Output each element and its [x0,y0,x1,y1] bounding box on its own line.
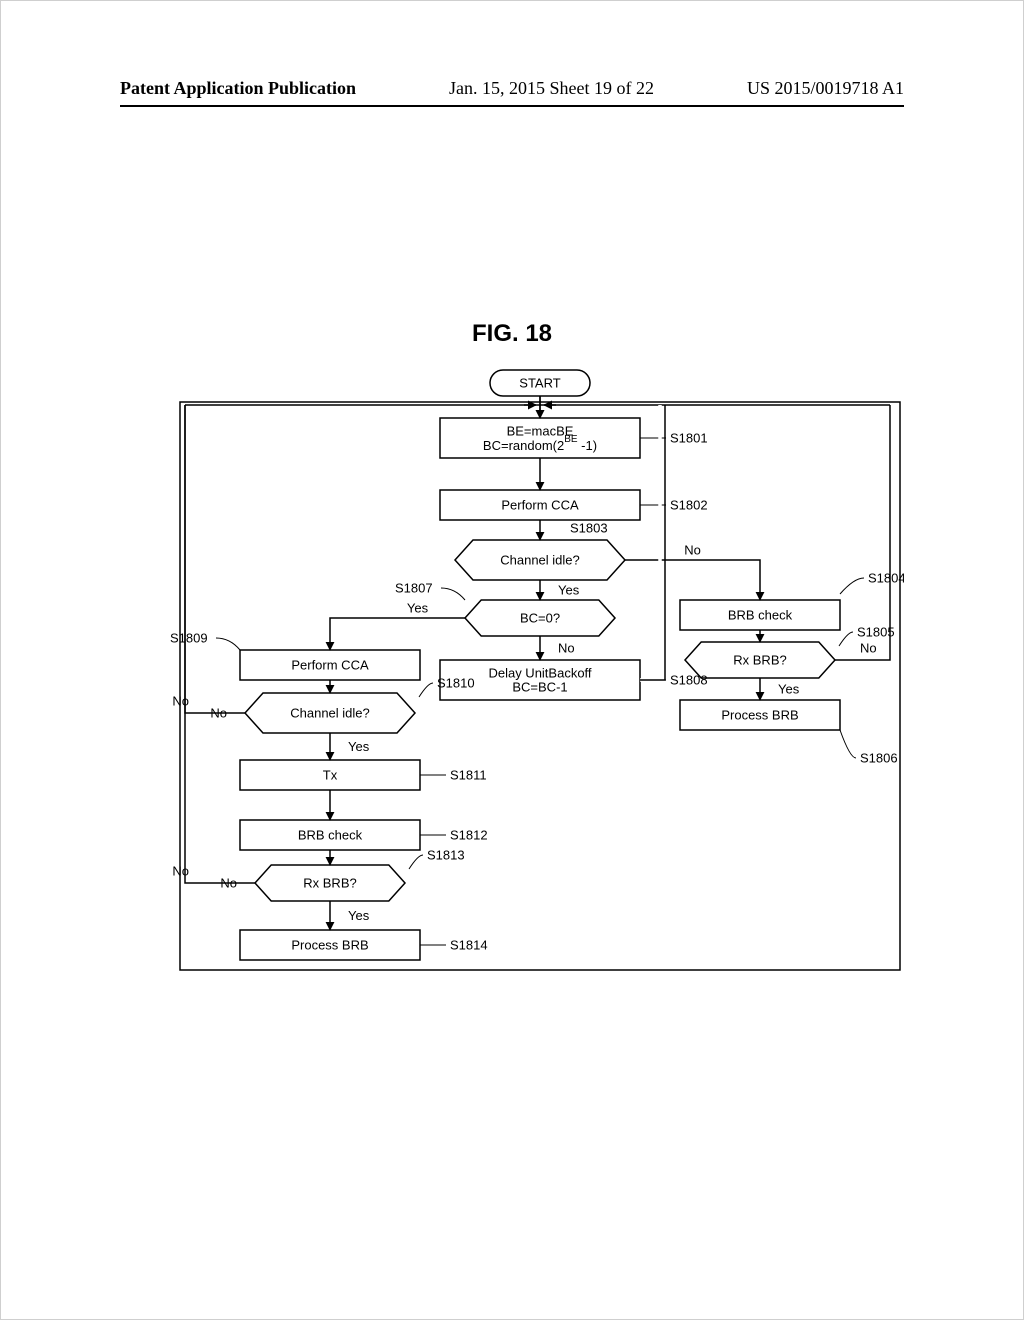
svg-text:Tx: Tx [323,768,338,783]
figure-title: FIG. 18 [0,320,1024,348]
svg-text:Channel idle?: Channel idle? [500,553,580,568]
svg-text:Yes: Yes [778,682,800,697]
svg-text:Yes: Yes [348,739,370,754]
svg-text:START: START [519,376,560,391]
svg-text:Rx BRB?: Rx BRB? [303,876,356,891]
svg-text:S1810: S1810 [437,676,475,691]
svg-text:S1811: S1811 [450,768,487,783]
svg-text:Process BRB: Process BRB [721,708,798,723]
svg-text:S1801: S1801 [670,431,708,446]
svg-text:S1812: S1812 [450,828,488,843]
header-left: Patent Application Publication [120,78,356,99]
svg-text:Delay UnitBackoff: Delay UnitBackoff [488,666,591,681]
svg-text:Yes: Yes [558,583,580,598]
svg-text:S1808: S1808 [670,673,708,688]
svg-text:No: No [210,706,227,721]
svg-text:Process BRB: Process BRB [291,938,368,953]
svg-text:S1807: S1807 [395,581,433,596]
svg-text:No: No [558,641,575,656]
svg-text:No: No [684,543,701,558]
svg-text:Perform CCA: Perform CCA [501,498,579,513]
svg-text:Perform CCA: Perform CCA [291,658,369,673]
svg-text:S1802: S1802 [670,498,708,513]
svg-text:No: No [860,641,877,656]
page-header: Patent Application Publication Jan. 15, … [120,78,904,107]
svg-text:S1804: S1804 [868,571,904,586]
svg-text:BRB check: BRB check [298,828,363,843]
svg-text:Yes: Yes [407,601,429,616]
flowchart-diagram: STARTBE=macBEBC=random(2BE -1)S1801Perfo… [120,360,904,1000]
page: Patent Application Publication Jan. 15, … [0,0,1024,1320]
svg-text:S1813: S1813 [427,848,465,863]
svg-text:BC=0?: BC=0? [520,611,560,626]
svg-text:S1806: S1806 [860,751,898,766]
header-right: US 2015/0019718 A1 [747,78,904,99]
svg-text:No: No [220,876,237,891]
svg-text:S1814: S1814 [450,938,488,953]
svg-text:Yes: Yes [348,908,370,923]
header-center: Jan. 15, 2015 Sheet 19 of 22 [449,78,654,99]
svg-text:No: No [172,864,189,879]
svg-text:Channel idle?: Channel idle? [290,706,370,721]
flowchart-svg: STARTBE=macBEBC=random(2BE -1)S1801Perfo… [120,360,904,1000]
svg-text:No: No [172,694,189,709]
svg-text:Rx BRB?: Rx BRB? [733,653,786,668]
svg-text:S1809: S1809 [170,631,208,646]
svg-text:S1803: S1803 [570,521,608,536]
svg-text:BC=random(2BE -1): BC=random(2BE -1) [483,434,597,453]
svg-text:BC=BC-1: BC=BC-1 [512,680,567,695]
svg-text:S1805: S1805 [857,625,895,640]
svg-text:BRB check: BRB check [728,608,793,623]
